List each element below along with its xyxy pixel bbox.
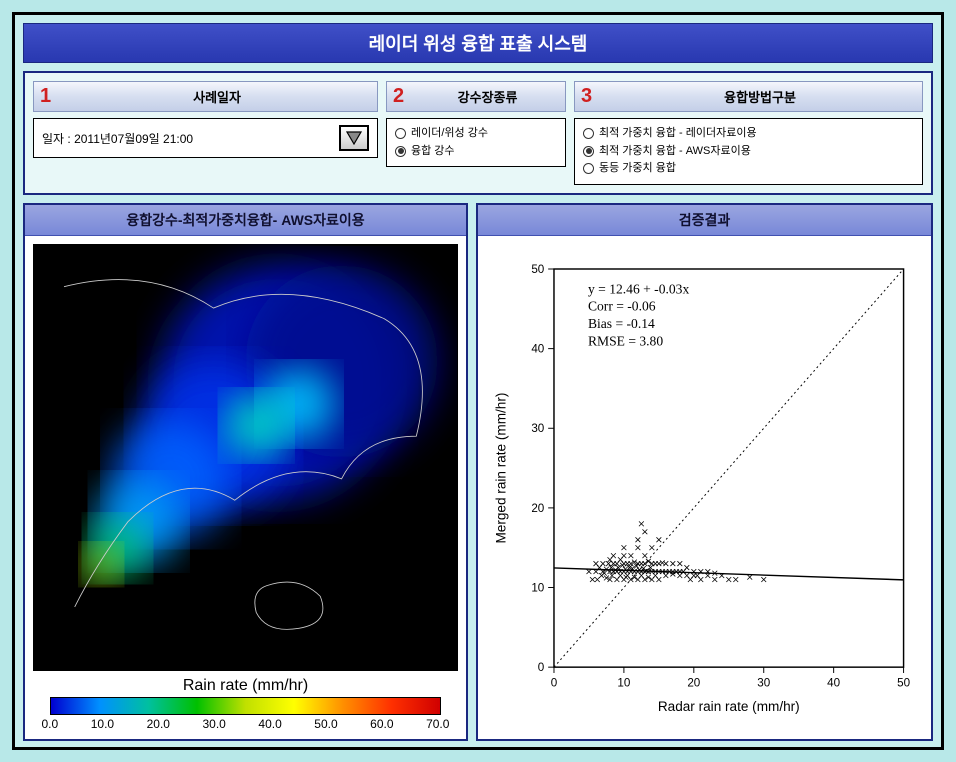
colorbar-tick: 10.0 xyxy=(91,717,114,731)
date-dropdown-button[interactable] xyxy=(339,125,369,151)
control-num-3: 3 xyxy=(581,85,592,108)
radio-label: 동등 가중치 융합 xyxy=(599,160,676,178)
panels-row: 융합강수-최적가중치융합- AWS자료이용 Rain rate (mm/hr) … xyxy=(23,203,933,741)
control-num-1: 1 xyxy=(40,85,51,108)
control-num-2: 2 xyxy=(393,85,404,108)
colorbar-ticks: 0.0 10.0 20.0 30.0 40.0 50.0 60.0 70.0 xyxy=(42,717,450,731)
panel-verify: 검증결과 0 10 20 30 40 50 0 10 20 30 40 50 Radar rain ra… xyxy=(476,203,933,741)
colorbar-title: Rain rate (mm/hr) xyxy=(33,677,458,695)
radio-icon xyxy=(583,128,594,139)
controls-row: 1 사례일자 일자 : 2011년07월09일 21:00 2 강수장종류 레이… xyxy=(23,71,933,195)
control-rain-type: 2 강수장종류 레이더/위성 강수융합 강수 xyxy=(386,81,566,185)
main-frame: 레이더 위성 융합 표출 시스템 1 사례일자 일자 : 2011년07월09일… xyxy=(12,12,944,750)
svg-text:0: 0 xyxy=(551,676,558,689)
svg-text:30: 30 xyxy=(531,422,544,435)
panel-radar-body: Rain rate (mm/hr) 0.0 10.0 20.0 30.0 40.0 50.… xyxy=(25,236,466,739)
colorbar-tick: 40.0 xyxy=(258,717,281,731)
radio-icon xyxy=(583,146,594,157)
svg-text:10: 10 xyxy=(617,676,630,689)
chevron-down-icon xyxy=(346,131,362,145)
page-title: 레이더 위성 융합 표출 시스템 xyxy=(23,23,933,63)
svg-text:RMSE = 3.80: RMSE = 3.80 xyxy=(588,333,663,348)
colorbar-tick: 20.0 xyxy=(147,717,170,731)
svg-text:Merged rain rate (mm/hr): Merged rain rate (mm/hr) xyxy=(493,392,508,543)
svg-text:20: 20 xyxy=(687,676,700,689)
panel-verify-title: 검증결과 xyxy=(478,205,931,236)
radio-icon xyxy=(395,146,406,157)
colorbar-tick: 50.0 xyxy=(314,717,337,731)
svg-text:20: 20 xyxy=(531,502,544,515)
colorbar xyxy=(50,697,441,715)
control-title-2: 강수장종류 xyxy=(416,87,559,106)
radio-label: 레이더/위성 강수 xyxy=(411,125,488,143)
radar-map xyxy=(33,244,458,671)
svg-text:10: 10 xyxy=(531,581,544,594)
colorbar-tick: 0.0 xyxy=(42,717,59,731)
date-select: 일자 : 2011년07월09일 21:00 xyxy=(33,118,378,158)
date-text: 일자 : 2011년07월09일 21:00 xyxy=(42,130,331,147)
scatter-chart: 0 10 20 30 40 50 0 10 20 30 40 50 Radar rain rate (m… xyxy=(486,244,923,731)
radio-label: 최적 가중치 융합 - AWS자료이용 xyxy=(599,143,751,161)
radio-option[interactable]: 융합 강수 xyxy=(395,143,557,161)
colorbar-tick: 60.0 xyxy=(370,717,393,731)
radio-label: 최적 가중치 융합 - 레이더자료이용 xyxy=(599,125,757,143)
control-date-header: 1 사례일자 xyxy=(33,81,378,112)
panel-radar-title: 융합강수-최적가중치융합- AWS자료이용 xyxy=(25,205,466,236)
svg-text:50: 50 xyxy=(531,263,544,276)
rain-type-options: 레이더/위성 강수융합 강수 xyxy=(386,118,566,167)
control-title-1: 사례일자 xyxy=(63,87,371,106)
svg-text:Corr = -0.06: Corr = -0.06 xyxy=(588,299,656,314)
svg-text:y = 12.46 + -0.03x: y = 12.46 + -0.03x xyxy=(588,281,690,296)
colorbar-tick: 70.0 xyxy=(426,717,449,731)
control-rain-header: 2 강수장종류 xyxy=(386,81,566,112)
svg-text:40: 40 xyxy=(827,676,840,689)
merge-method-options: 최적 가중치 융합 - 레이더자료이용최적 가중치 융합 - AWS자료이용동등… xyxy=(574,118,923,185)
radio-label: 융합 강수 xyxy=(411,143,455,161)
svg-text:40: 40 xyxy=(531,342,544,355)
control-merge-header: 3 융합방법구분 xyxy=(574,81,923,112)
svg-text:Bias = -0.14: Bias = -0.14 xyxy=(588,316,655,331)
svg-text:30: 30 xyxy=(757,676,770,689)
colorbar-wrap: Rain rate (mm/hr) 0.0 10.0 20.0 30.0 40.0 50.… xyxy=(33,675,458,731)
svg-text:0: 0 xyxy=(538,661,545,674)
svg-text:Radar rain rate (mm/hr): Radar rain rate (mm/hr) xyxy=(658,699,800,714)
radio-icon xyxy=(583,163,594,174)
colorbar-tick: 30.0 xyxy=(203,717,226,731)
radio-option[interactable]: 최적 가중치 융합 - AWS자료이용 xyxy=(583,143,914,161)
radio-option[interactable]: 동등 가중치 융합 xyxy=(583,160,914,178)
control-title-3: 융합방법구분 xyxy=(604,87,916,106)
radio-icon xyxy=(395,128,406,139)
panel-radar: 융합강수-최적가중치융합- AWS자료이용 Rain rate (mm/hr) … xyxy=(23,203,468,741)
control-date: 1 사례일자 일자 : 2011년07월09일 21:00 xyxy=(33,81,378,185)
panel-verify-body: 0 10 20 30 40 50 0 10 20 30 40 50 Radar rain rate (m… xyxy=(478,236,931,739)
radio-option[interactable]: 최적 가중치 융합 - 레이더자료이용 xyxy=(583,125,914,143)
control-merge-method: 3 융합방법구분 최적 가중치 융합 - 레이더자료이용최적 가중치 융합 - … xyxy=(574,81,923,185)
svg-text:50: 50 xyxy=(897,676,910,689)
radio-option[interactable]: 레이더/위성 강수 xyxy=(395,125,557,143)
